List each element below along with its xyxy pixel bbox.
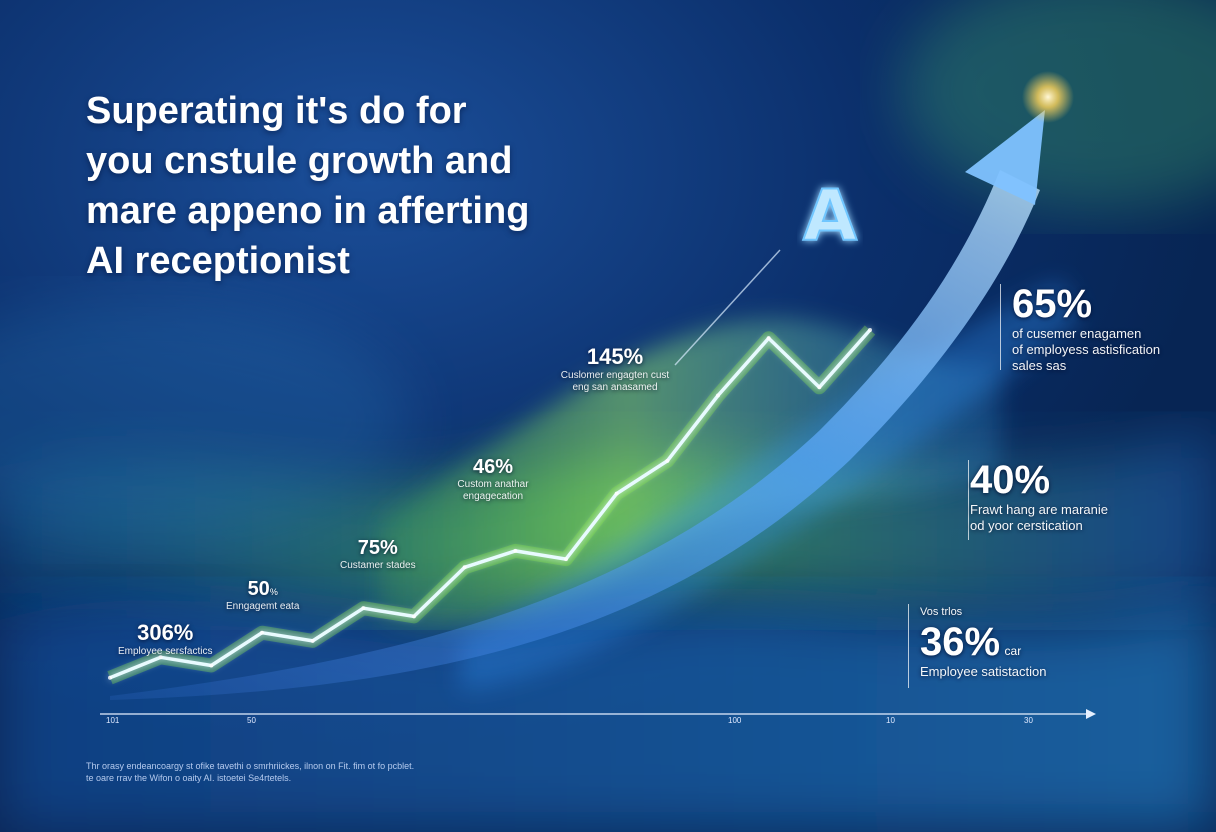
side-label-line: Frawt hang are maranie: [970, 502, 1109, 517]
bracket-40: [968, 460, 969, 540]
bracket-65: [1000, 284, 1001, 370]
x-tick-label: 30: [1024, 716, 1033, 725]
footnote: Thr orasy endeancoargy st ofike tavethi …: [86, 760, 506, 784]
point-label-value: 50: [247, 578, 270, 600]
growth-arrow-head: [965, 110, 1045, 205]
side-label-value: 40%: [970, 458, 1051, 502]
series-point: [614, 491, 619, 496]
point-label-sub: Cuslomer engagten cust eng san anasamed: [560, 370, 670, 393]
growth-arrow-body: [110, 170, 1040, 700]
x-tick-label: 10: [886, 716, 895, 725]
side-label-65: 65% of cusemer enagamen of employess ast…: [1012, 282, 1160, 374]
series-point: [665, 458, 670, 463]
series-point: [766, 336, 771, 341]
side-label-value: 65%: [1012, 282, 1093, 326]
point-label-sub: Enngagemt eata: [226, 601, 300, 612]
series-line: [109, 328, 872, 680]
side-label-prefix: Vos trlos: [920, 606, 963, 618]
point-label-unit: %: [269, 587, 278, 597]
side-label-suffix: car: [1004, 644, 1022, 658]
side-label-value: 36%: [920, 620, 1001, 664]
point-label-306: 306% Employee sersfactics: [118, 620, 212, 658]
point-label-50: 50% Enngagemt eata: [226, 578, 299, 613]
x-tick-label: 101: [106, 716, 120, 725]
headline-line-4: AI receptionist: [86, 240, 350, 282]
series-point: [158, 655, 163, 660]
series-point: [716, 393, 720, 398]
x-axis-arrowhead: [1086, 709, 1096, 719]
series-point: [108, 675, 112, 680]
light-ray: [674, 249, 781, 366]
series-point: [817, 385, 822, 390]
arrow-star: [1022, 71, 1074, 123]
footnote-line-1: Thr orasy endeancoargy st ofike tavethi …: [86, 761, 415, 771]
side-label-40: 40% Frawt hang are maranie od yoor cerst…: [970, 458, 1108, 534]
point-label-145: 145% Cuslomer engagten cust eng san anas…: [555, 344, 675, 394]
point-label-sub: Custom anathar engagecation: [457, 479, 529, 502]
series-point: [361, 606, 366, 611]
headline-line-1: Superating it's do for: [86, 90, 467, 132]
point-label-value: 46%: [472, 456, 514, 478]
side-label-36: Vos trlos 36% car Employee satistaction: [920, 604, 1046, 680]
point-label-sub: Custamer stades: [340, 560, 416, 571]
point-label-value: 306%: [137, 620, 194, 645]
headline-line-2: you cnstule growth and: [86, 140, 513, 182]
side-label-line: sales sas: [1012, 358, 1067, 373]
series-point: [260, 630, 264, 635]
side-label-line: Employee satistaction: [920, 664, 1047, 679]
x-tick-label: 100: [728, 716, 742, 725]
series-point: [462, 565, 467, 570]
point-label-75: 75% Custamer stades: [340, 537, 416, 572]
headline-line-3: mare appeno in afferting: [86, 190, 530, 232]
ai-logo: A: [802, 174, 858, 258]
side-label-line: of cusemer enagamen: [1012, 326, 1142, 341]
ai-logo-letter: A: [803, 175, 857, 257]
point-label-sub: Employee sersfactics: [118, 646, 213, 657]
series-point: [564, 557, 568, 562]
series-point: [209, 663, 214, 668]
series-point: [310, 638, 315, 643]
x-tick-label: 50: [247, 716, 256, 725]
series-point: [868, 328, 872, 332]
bracket-36: [908, 604, 909, 688]
series-point: [412, 614, 416, 619]
point-label-value: 145%: [586, 344, 644, 369]
series-layer: [107, 325, 876, 685]
side-label-line: od yoor cerstication: [970, 518, 1083, 533]
point-label-46: 46% Custom anathar engagecation: [448, 456, 538, 503]
series-point: [513, 548, 518, 553]
side-label-line: of employess astisfication: [1012, 342, 1161, 357]
headline: Superating it's do for you cnstule growt…: [86, 86, 606, 286]
point-label-value: 75%: [357, 537, 398, 559]
footnote-line-2: te oare rrav the Wifon o oaity AI. istoe…: [86, 773, 292, 783]
